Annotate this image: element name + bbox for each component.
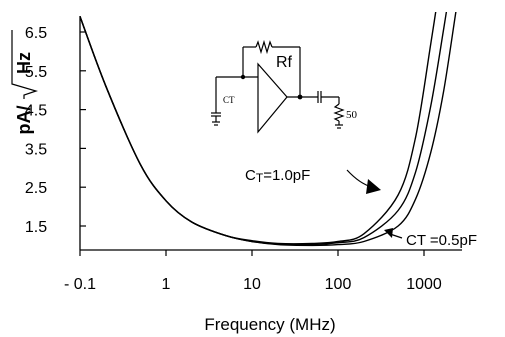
- x-tick-label: 10: [243, 276, 261, 293]
- load-label: 50: [346, 109, 358, 121]
- y-ticks: 7.5 6.5 5.5 4.5 3.5 2.5 1.5: [25, 0, 86, 236]
- y-tick-label: 3.5: [25, 141, 47, 158]
- x-tick-label: 1000: [406, 276, 442, 293]
- series-group: [80, 12, 457, 247]
- x-tick-label: 100: [325, 276, 352, 293]
- feedback-junction-node: [240, 74, 246, 80]
- annotation-ct-05pf-label: CT =0.5pF: [406, 232, 477, 249]
- y-tick-label: 5.5: [25, 64, 47, 81]
- sqrt-sign: [11, 30, 39, 99]
- circuit-schematic: [211, 39, 345, 134]
- annotation-ct-05pf-arrowhead: [384, 228, 393, 238]
- opamp-triangle: [257, 62, 288, 134]
- x-tick-label: - 0.1: [64, 276, 96, 293]
- x-ticks: - 0.1 1 10 100 1000: [64, 250, 442, 293]
- y-axis-label-main: pA/: [14, 106, 34, 135]
- load-resistor: [333, 103, 345, 122]
- y-tick-label: 2.5: [25, 180, 47, 197]
- y-tick-label: 4.5: [25, 103, 47, 120]
- series-line-3: [80, 12, 457, 247]
- series-line-1: [80, 12, 437, 245]
- x-tick-label: 1: [162, 276, 171, 293]
- y-axis-label-sqrt: Hz: [14, 52, 34, 74]
- annotation-ct-1pf-label: CT=1.0pF: [245, 167, 310, 185]
- rf-label: Rf: [276, 54, 293, 71]
- annotation-ct-1pf-arrowhead: [366, 179, 381, 194]
- y-axis-title: pA/ Hz: [11, 30, 39, 135]
- ct-label: CT: [223, 95, 235, 105]
- annotation-ct-1pf: CT=1.0pF: [245, 167, 381, 194]
- output-junction-node: [297, 94, 303, 100]
- y-tick-label: 7.5: [25, 0, 47, 3]
- y-tick-label: 1.5: [25, 219, 47, 236]
- feedback-resistor: [255, 39, 273, 55]
- x-axis-title: Frequency (MHz): [204, 315, 335, 334]
- y-tick-label: 6.5: [25, 25, 47, 42]
- annotation-ct-05pf: CT =0.5pF: [384, 228, 477, 249]
